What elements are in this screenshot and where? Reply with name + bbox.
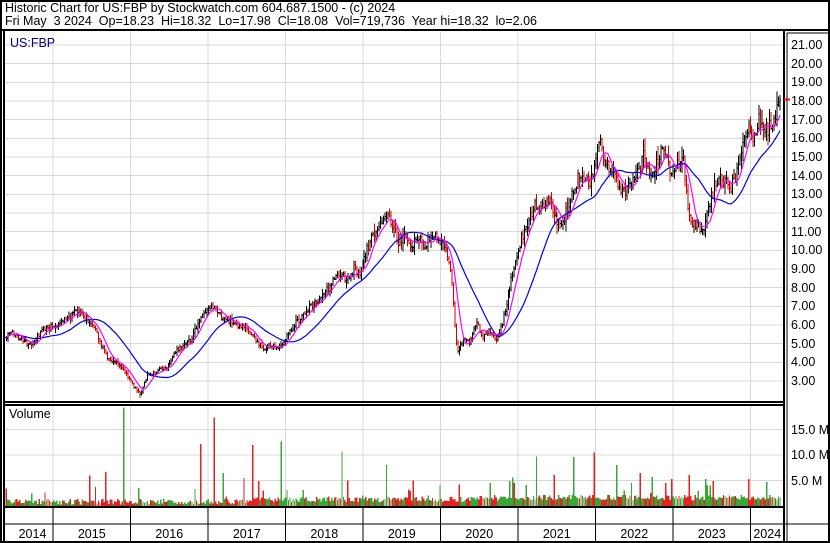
volume-bars <box>5 407 781 506</box>
header-line-1: Historic Chart for US:FBP by Stockwatch.… <box>5 1 396 15</box>
price-axis-label: 20.00 <box>791 56 823 71</box>
price-axis-label: 10.00 <box>791 243 823 258</box>
volume-axis-label: 15.0 M <box>791 422 830 437</box>
price-axis-label: 12.00 <box>791 206 823 220</box>
year-axis-label: 2020 <box>465 527 494 541</box>
price-axis-label: 8.00 <box>791 280 816 295</box>
year-axis-label: 2022 <box>620 527 649 541</box>
price-axis-label: 17.00 <box>791 112 823 127</box>
price-axis-label: 19.00 <box>791 75 823 90</box>
price-axis-label: 18.00 <box>791 94 823 108</box>
year-axis-label: 2014 <box>18 527 47 541</box>
year-axis-label: 2016 <box>155 527 184 541</box>
symbol-label: US:FBP <box>10 36 56 50</box>
price-axis-label: 7.00 <box>791 299 816 314</box>
price-axis-label: 16.00 <box>791 131 823 146</box>
year-axis-label: 2024 <box>753 527 782 541</box>
volume-axis-label: 5.0 M <box>791 473 823 488</box>
year-axis-label: 2021 <box>542 527 571 541</box>
price-axis-label: 3.00 <box>791 374 816 388</box>
ma-line-fast-sma <box>5 114 781 390</box>
price-axis-label: 9.00 <box>791 262 816 276</box>
year-axis-label: 2018 <box>310 527 339 541</box>
price-axis-label: 14.00 <box>791 168 823 183</box>
year-axis-label: 2023 <box>697 527 726 541</box>
price-axis-label: 15.00 <box>791 150 823 164</box>
price-axis-label: 13.00 <box>791 187 823 202</box>
price-axis-label: 6.00 <box>791 318 816 332</box>
ma-line-slow-sma <box>5 130 781 379</box>
gridlines <box>5 32 783 506</box>
price-axis-label: 5.00 <box>791 336 816 351</box>
price-axis-label: 11.00 <box>791 224 822 239</box>
price-axis-label: 4.00 <box>791 355 816 370</box>
volume-axis-label: 10.0 M <box>791 448 830 462</box>
year-axis-label: 2017 <box>232 527 261 541</box>
year-axis-label: 2015 <box>77 527 106 541</box>
volume-pane-label: Volume <box>9 407 51 421</box>
year-axis-label: 2019 <box>387 527 416 541</box>
price-axis-label: 21.00 <box>791 38 823 52</box>
header-line-2: Fri May 3 2024 Op=18.23 Hi=18.32 Lo=17.9… <box>5 14 538 28</box>
